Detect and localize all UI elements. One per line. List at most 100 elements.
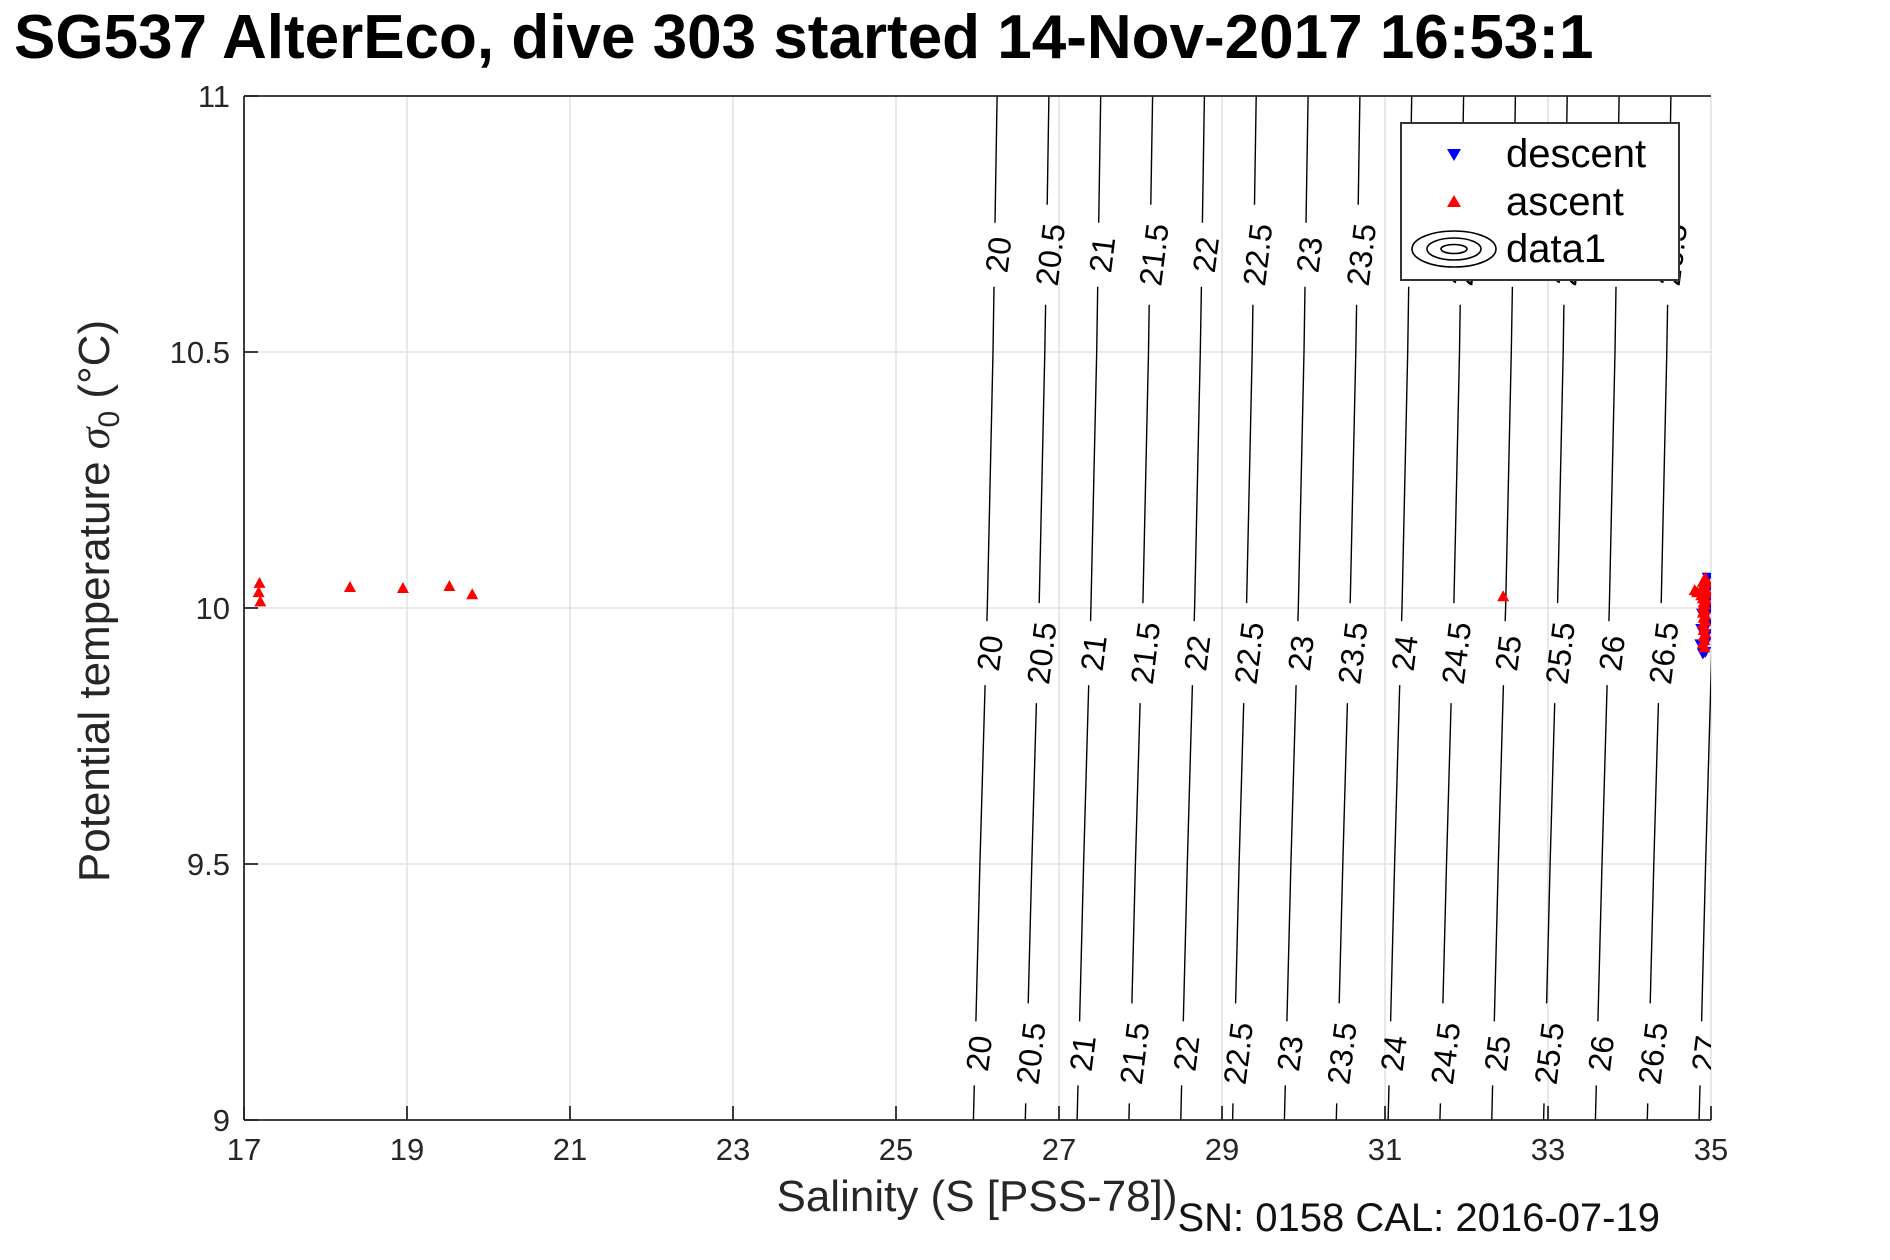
- contour-line: [1493, 685, 1505, 1022]
- triangle-up-icon: [1402, 187, 1506, 217]
- legend-label-descent: descent: [1506, 131, 1647, 176]
- contour-line: [1234, 703, 1245, 1004]
- contour-label: 23: [1270, 1034, 1310, 1074]
- contour-label: 24: [1374, 1034, 1414, 1074]
- contour-label: 26.5: [1642, 620, 1685, 686]
- contour-label: 25: [1477, 1034, 1517, 1074]
- contour-label: 22.5: [1228, 620, 1271, 686]
- contour-line: [1245, 304, 1254, 604]
- contour-line: [1597, 685, 1608, 1022]
- contour-line: [994, 96, 998, 223]
- ascent-marker: [343, 581, 356, 593]
- y-axis-label-text: Potential temperature: [70, 449, 119, 883]
- contour-label: 27: [1685, 1034, 1725, 1074]
- contour-line: [1504, 286, 1514, 622]
- contour-line: [1098, 96, 1102, 223]
- contour-line: [1193, 286, 1203, 622]
- legend-box: descent ascent data1: [1400, 122, 1680, 281]
- ascent-marker: [396, 582, 409, 594]
- contour-line: [1297, 286, 1306, 622]
- contour-label: 20.5: [1020, 620, 1063, 686]
- contour-line: [1357, 96, 1361, 205]
- contour-line: [1545, 703, 1556, 1004]
- contour-line: [1608, 286, 1617, 622]
- contour-label: 22.5: [1236, 222, 1279, 288]
- contour-line: [1286, 685, 1297, 1022]
- contour-label: 21.5: [1132, 222, 1175, 288]
- contour-line: [986, 286, 995, 622]
- contour-label: 25.5: [1539, 620, 1582, 686]
- contour-line: [1453, 304, 1461, 604]
- contour-line: [1594, 1085, 1597, 1120]
- x-tick-label: 27: [1042, 1132, 1076, 1167]
- contour-line: [1660, 304, 1669, 604]
- x-tick-label: 29: [1205, 1132, 1239, 1167]
- contour-label: 22.5: [1217, 1020, 1260, 1086]
- contour-label: 22: [1186, 235, 1226, 275]
- legend-label-data1: data1: [1506, 227, 1607, 272]
- y-axis-label-units: (°C): [70, 319, 119, 411]
- x-tick-label: 35: [1694, 1132, 1728, 1167]
- y-axis-label: Potential temperature σ0 (°C): [69, 101, 127, 1101]
- contour-line: [1698, 1085, 1701, 1120]
- contour-label: 24.5: [1424, 1020, 1467, 1086]
- contour-label: 23: [1289, 235, 1329, 275]
- ascent-marker: [443, 579, 456, 591]
- contour-label: 21: [1074, 633, 1114, 673]
- contour-label: 21.5: [1113, 1020, 1156, 1086]
- contour-label: 24: [1385, 633, 1425, 673]
- contour-label: 23.5: [1331, 620, 1374, 686]
- x-tick-label: 31: [1368, 1132, 1402, 1167]
- contour-line: [1556, 304, 1565, 604]
- contour-rings-icon: [1402, 227, 1506, 271]
- contour-line: [1142, 304, 1150, 604]
- sigma-symbol: σ: [70, 427, 119, 450]
- x-tick-label: 25: [879, 1132, 913, 1167]
- marker-layer: [252, 571, 1711, 660]
- y-tick-label: 9.5: [187, 847, 230, 882]
- ascent-marker: [1691, 586, 1704, 598]
- y-tick-label: 9: [213, 1103, 230, 1138]
- contour-line: [1150, 96, 1154, 205]
- contour-line: [1389, 685, 1401, 1022]
- contour-line: [1182, 685, 1194, 1022]
- contour-line: [1078, 685, 1090, 1022]
- contour-label: 20.5: [1029, 222, 1072, 288]
- ascent-marker: [252, 586, 265, 598]
- contour-label: 21: [1082, 235, 1122, 275]
- contour-line: [1027, 703, 1038, 1004]
- contour-label: 22: [1177, 633, 1217, 673]
- contour-line: [1387, 1085, 1390, 1120]
- contour-label: 23.5: [1340, 222, 1383, 288]
- contour-label: 23: [1281, 633, 1321, 673]
- contour-line: [1131, 703, 1141, 1004]
- contour-label: 20.5: [1009, 1020, 1052, 1086]
- y-tick-label: 10: [196, 591, 230, 626]
- contour-label: 21: [1063, 1034, 1103, 1074]
- contour-label: 25: [1488, 633, 1528, 673]
- sigma-subscript: 0: [93, 410, 126, 428]
- x-tick-label: 21: [553, 1132, 587, 1167]
- legend-row-descent: descent: [1402, 130, 1678, 178]
- x-tick-label: 17: [227, 1132, 261, 1167]
- contour-label: 20: [978, 235, 1018, 275]
- legend-row-ascent: ascent: [1402, 178, 1678, 226]
- contour-label: 26.5: [1631, 1020, 1674, 1086]
- x-tick-label: 33: [1531, 1132, 1565, 1167]
- contour-line: [1283, 1085, 1286, 1120]
- contour-label: 20: [970, 633, 1010, 673]
- contour-line: [1700, 652, 1711, 1022]
- contour-label: 20: [959, 1034, 999, 1074]
- contour-line: [1253, 96, 1257, 205]
- contour-line: [1305, 96, 1309, 223]
- x-tick-label: 19: [390, 1132, 424, 1167]
- contour-line: [1649, 703, 1660, 1004]
- contour-label: 25.5: [1528, 1020, 1571, 1086]
- contour-line: [972, 1085, 975, 1120]
- triangle-down-icon: [1402, 139, 1506, 169]
- contour-line: [1349, 304, 1358, 604]
- ascent-marker: [1497, 590, 1510, 602]
- contour-label: 26: [1592, 633, 1632, 673]
- y-tick-label: 11: [198, 79, 230, 114]
- ascent-marker: [253, 576, 266, 588]
